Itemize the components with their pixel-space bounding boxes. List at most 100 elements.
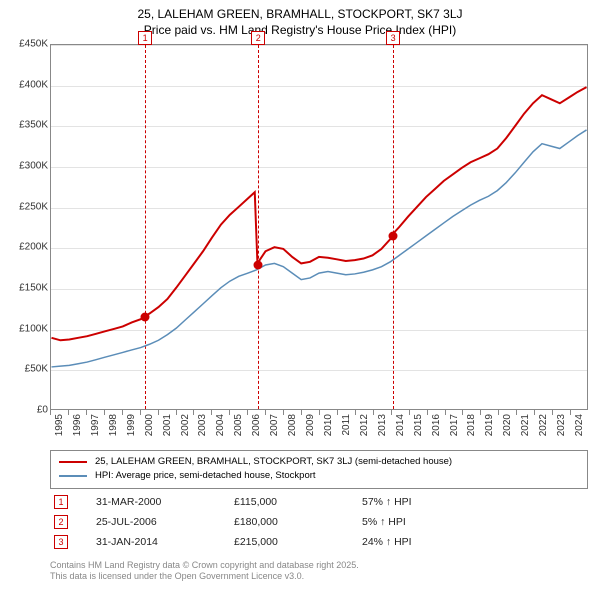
x-tick-label: 1996 — [72, 414, 83, 436]
x-tick-label: 2023 — [556, 414, 567, 436]
x-tick-label: 2003 — [197, 414, 208, 436]
legend-row-price: 25, LALEHAM GREEN, BRAMHALL, STOCKPORT, … — [59, 455, 579, 469]
x-tick-label: 2012 — [359, 414, 370, 436]
event-date-3: 31-JAN-2014 — [96, 536, 206, 548]
event-num-2: 2 — [54, 515, 68, 529]
legend-label-hpi: HPI: Average price, semi-detached house,… — [95, 469, 316, 483]
x-tick-mark — [158, 410, 159, 415]
x-tick-mark — [480, 410, 481, 415]
events-row-1: 1 31-MAR-2000 £115,000 57% ↑ HPI — [50, 492, 588, 512]
x-tick-label: 2015 — [413, 414, 424, 436]
x-tick-label: 1995 — [54, 414, 65, 436]
x-tick-label: 2009 — [305, 414, 316, 436]
x-tick-mark — [409, 410, 410, 415]
x-tick-mark — [534, 410, 535, 415]
y-tick-label: £300K — [2, 161, 48, 172]
footer-line1: Contains HM Land Registry data © Crown c… — [50, 560, 359, 571]
x-tick-mark — [265, 410, 266, 415]
event-date-1: 31-MAR-2000 — [96, 496, 206, 508]
x-tick-mark — [211, 410, 212, 415]
x-tick-label: 2001 — [162, 414, 173, 436]
legend-swatch-hpi — [59, 475, 87, 477]
series-lines — [51, 45, 587, 409]
x-tick-label: 2021 — [520, 414, 531, 436]
x-tick-label: 2017 — [449, 414, 460, 436]
x-tick-mark — [373, 410, 374, 415]
events-table: 1 31-MAR-2000 £115,000 57% ↑ HPI 2 25-JU… — [50, 492, 588, 552]
x-tick-label: 2019 — [484, 414, 495, 436]
x-tick-mark — [462, 410, 463, 415]
x-tick-label: 2004 — [215, 414, 226, 436]
y-tick-label: £250K — [2, 201, 48, 212]
event-marker — [389, 232, 398, 241]
legend-swatch-price — [59, 461, 87, 463]
x-tick-label: 2014 — [395, 414, 406, 436]
x-tick-label: 2010 — [323, 414, 334, 436]
x-tick-mark — [355, 410, 356, 415]
x-tick-mark — [140, 410, 141, 415]
x-tick-label: 2022 — [538, 414, 549, 436]
series-hpi — [51, 130, 586, 367]
event-num-1: 1 — [54, 495, 68, 509]
event-box: 3 — [386, 31, 400, 45]
event-delta-2: 5% ↑ HPI — [362, 516, 406, 528]
x-tick-mark — [516, 410, 517, 415]
x-tick-mark — [104, 410, 105, 415]
x-tick-mark — [68, 410, 69, 415]
x-tick-mark — [193, 410, 194, 415]
x-tick-label: 2002 — [180, 414, 191, 436]
x-tick-label: 2007 — [269, 414, 280, 436]
y-tick-label: £50K — [2, 364, 48, 375]
event-num-3: 3 — [54, 535, 68, 549]
x-tick-label: 2020 — [502, 414, 513, 436]
x-tick-mark — [391, 410, 392, 415]
x-tick-label: 1999 — [126, 414, 137, 436]
footer: Contains HM Land Registry data © Crown c… — [50, 560, 359, 583]
events-row-2: 2 25-JUL-2006 £180,000 5% ↑ HPI — [50, 512, 588, 532]
x-tick-label: 2008 — [287, 414, 298, 436]
event-marker — [254, 260, 263, 269]
x-tick-mark — [176, 410, 177, 415]
y-tick-label: £350K — [2, 120, 48, 131]
chart-container: 25, LALEHAM GREEN, BRAMHALL, STOCKPORT, … — [0, 0, 600, 590]
y-tick-label: £400K — [2, 79, 48, 90]
plot-area: 123 — [50, 44, 588, 410]
y-tick-label: £200K — [2, 242, 48, 253]
event-box: 1 — [138, 31, 152, 45]
x-tick-label: 1997 — [90, 414, 101, 436]
legend-row-hpi: HPI: Average price, semi-detached house,… — [59, 469, 579, 483]
y-tick-label: £450K — [2, 39, 48, 50]
x-tick-mark — [570, 410, 571, 415]
x-tick-label: 2016 — [431, 414, 442, 436]
x-tick-mark — [427, 410, 428, 415]
event-delta-1: 57% ↑ HPI — [362, 496, 412, 508]
x-tick-label: 2013 — [377, 414, 388, 436]
x-tick-mark — [301, 410, 302, 415]
title-block: 25, LALEHAM GREEN, BRAMHALL, STOCKPORT, … — [0, 0, 600, 40]
x-tick-mark — [498, 410, 499, 415]
x-tick-mark — [86, 410, 87, 415]
x-tick-mark — [445, 410, 446, 415]
x-tick-mark — [319, 410, 320, 415]
x-tick-mark — [229, 410, 230, 415]
event-price-1: £115,000 — [234, 496, 334, 508]
x-tick-mark — [122, 410, 123, 415]
event-price-2: £180,000 — [234, 516, 334, 528]
x-tick-mark — [50, 410, 51, 415]
event-price-3: £215,000 — [234, 536, 334, 548]
event-box: 2 — [251, 31, 265, 45]
y-tick-label: £100K — [2, 323, 48, 334]
events-row-3: 3 31-JAN-2014 £215,000 24% ↑ HPI — [50, 532, 588, 552]
event-date-2: 25-JUL-2006 — [96, 516, 206, 528]
legend: 25, LALEHAM GREEN, BRAMHALL, STOCKPORT, … — [50, 450, 588, 489]
event-delta-3: 24% ↑ HPI — [362, 536, 412, 548]
footer-line2: This data is licensed under the Open Gov… — [50, 571, 359, 582]
x-tick-label: 2000 — [144, 414, 155, 436]
x-tick-mark — [283, 410, 284, 415]
x-tick-label: 2005 — [233, 414, 244, 436]
y-tick-label: £0 — [2, 405, 48, 416]
x-tick-label: 2018 — [466, 414, 477, 436]
x-tick-mark — [247, 410, 248, 415]
title-line2: Price paid vs. HM Land Registry's House … — [10, 22, 590, 38]
event-marker — [141, 313, 150, 322]
